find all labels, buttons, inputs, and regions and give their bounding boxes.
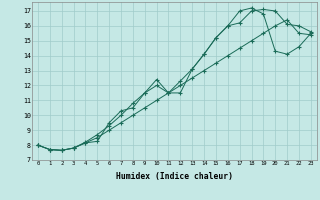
X-axis label: Humidex (Indice chaleur): Humidex (Indice chaleur) — [116, 172, 233, 181]
